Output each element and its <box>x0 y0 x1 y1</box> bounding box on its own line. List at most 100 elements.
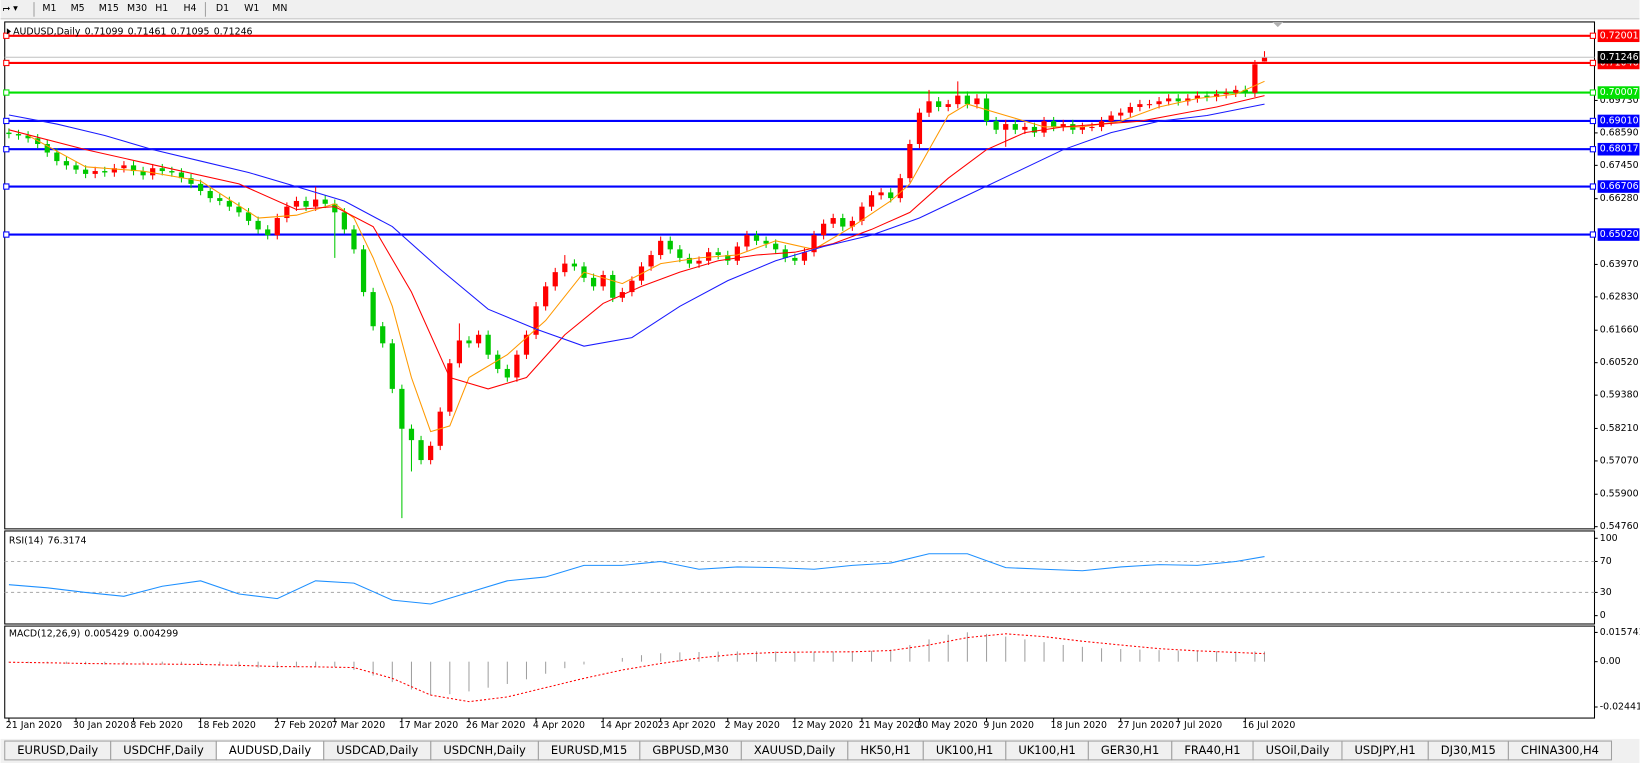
x-tick-label: 12 May 2020 <box>792 720 853 731</box>
tab-label[interactable]: USDCHF,Daily <box>123 743 204 757</box>
tab-label[interactable]: USDCNH,Daily <box>443 743 526 757</box>
candle-body <box>936 101 942 107</box>
tab-label[interactable]: DJ30,M15 <box>1441 743 1496 757</box>
candle-body <box>1012 124 1018 130</box>
candle-body <box>744 235 750 247</box>
candle-body <box>1175 98 1181 102</box>
y-tick-label: 0.58210 <box>1600 423 1639 434</box>
candle-body <box>993 121 999 130</box>
x-tick-label: 18 Jun 2020 <box>1050 720 1107 731</box>
candle-body <box>600 274 606 287</box>
candle-body <box>677 249 683 258</box>
candle-body <box>1022 126 1028 130</box>
indicator-line <box>8 553 1265 605</box>
candle-body <box>389 343 395 389</box>
candle-body <box>1194 95 1201 99</box>
tab[interactable] <box>1507 740 1613 761</box>
candle-body <box>284 206 290 219</box>
timeframe-button[interactable]: M30 <box>127 3 147 14</box>
y-tick-label: 0.55900 <box>1600 489 1639 500</box>
header-value: RSI(14) <box>9 535 44 546</box>
tab-label[interactable]: XAUUSD,Daily <box>754 743 836 757</box>
candle-body <box>686 257 693 264</box>
candle-body <box>1261 57 1268 62</box>
level-label: 0.70007 <box>1600 87 1639 98</box>
x-tick-label: 2 May 2020 <box>725 720 780 731</box>
tab-label[interactable]: FRA40,H1 <box>1184 743 1240 757</box>
candle-body <box>92 171 98 174</box>
tab-label[interactable]: CHINA300,H4 <box>1521 743 1599 757</box>
tab-label[interactable]: UK100,H1 <box>1018 743 1075 757</box>
tab-label[interactable]: EURUSD,M15 <box>551 743 627 757</box>
header-value: 76.3174 <box>48 535 87 546</box>
timeframe-button[interactable]: D1 <box>216 3 229 14</box>
candle-body <box>82 169 89 174</box>
x-tick-label: 18 Feb 2020 <box>197 720 255 731</box>
tab-label[interactable]: GER30,H1 <box>1101 743 1159 757</box>
timeframe-button[interactable]: M1 <box>42 3 56 14</box>
candle-body <box>571 263 578 267</box>
candle-body <box>629 280 635 293</box>
candle-body <box>150 168 156 176</box>
indicator-line <box>8 103 1265 347</box>
panel-header: MACD(12,26,9) 0.005429 0.004299 <box>9 628 178 639</box>
y-tick-label: 0.00 <box>1600 656 1621 667</box>
x-tick-label: 21 Jan 2020 <box>6 720 62 731</box>
candle-body <box>1031 126 1038 133</box>
level-handle <box>1589 117 1597 125</box>
level-tag <box>1597 142 1640 156</box>
level-label: 0.69010 <box>1600 115 1639 126</box>
candle-body <box>121 165 127 169</box>
candle-body <box>178 172 185 179</box>
bid-tag <box>1597 51 1640 64</box>
header-value: 0.71246 <box>214 26 253 37</box>
timeframe-button[interactable]: H1 <box>155 3 168 14</box>
level-handle <box>3 59 10 67</box>
timeframe-button[interactable]: W1 <box>244 3 259 14</box>
candle-body <box>1108 115 1114 122</box>
y-tick-label: 0.54760 <box>1600 521 1639 532</box>
candle-body <box>322 199 328 204</box>
candle-body <box>955 95 961 105</box>
candle-body <box>705 252 712 261</box>
x-tick-label: 16 Jul 2020 <box>1242 720 1295 731</box>
tab-label[interactable]: USDCAD,Daily <box>336 743 418 757</box>
candle-body <box>25 135 31 139</box>
level-handle <box>3 183 10 190</box>
candle-body <box>974 98 980 105</box>
tab-label[interactable]: USOil,Daily <box>1266 743 1330 757</box>
x-tick-label: 8 Feb 2020 <box>130 720 182 731</box>
tab-label[interactable]: GBPUSD,M30 <box>652 743 728 757</box>
timeframe-button[interactable]: H4 <box>183 3 196 14</box>
candle-body <box>236 206 242 213</box>
tab-label[interactable]: HK50,H1 <box>860 743 910 757</box>
header-value: 0.005429 <box>84 628 129 639</box>
tab-label[interactable]: AUDUSD,Daily <box>229 743 312 757</box>
toolbar-icon[interactable]: ⮣ ▾ <box>3 3 18 14</box>
tab-label[interactable]: USDJPY,H1 <box>1355 743 1416 757</box>
level-handle <box>3 231 10 238</box>
candle-body <box>533 306 539 335</box>
candle-body <box>667 240 673 250</box>
tab-label[interactable]: UK100,H1 <box>936 743 993 757</box>
candle-body <box>897 178 903 199</box>
candle-body <box>1079 126 1086 130</box>
timeframe-button[interactable]: M5 <box>71 3 85 14</box>
level-handle <box>1589 183 1597 190</box>
level-label: 0.66706 <box>1600 181 1639 192</box>
candle-body <box>859 206 865 221</box>
header-value: 0.71461 <box>128 26 167 37</box>
level-handle <box>1589 59 1597 67</box>
candle-body <box>63 161 70 166</box>
candle-body <box>696 260 702 264</box>
timeframe-button[interactable]: MN <box>272 3 287 14</box>
x-tick-label: 17 Mar 2020 <box>399 720 459 731</box>
candle-body <box>217 198 223 201</box>
tab-label[interactable]: EURUSD,Daily <box>17 743 98 757</box>
y-tick-label: 0.66280 <box>1600 193 1639 204</box>
candle-body <box>1242 89 1248 93</box>
candle-body <box>293 200 300 207</box>
level-label: 0.72001 <box>1600 30 1639 41</box>
timeframe-button[interactable]: M15 <box>99 3 119 14</box>
x-tick-label: 30 May 2020 <box>916 720 977 731</box>
